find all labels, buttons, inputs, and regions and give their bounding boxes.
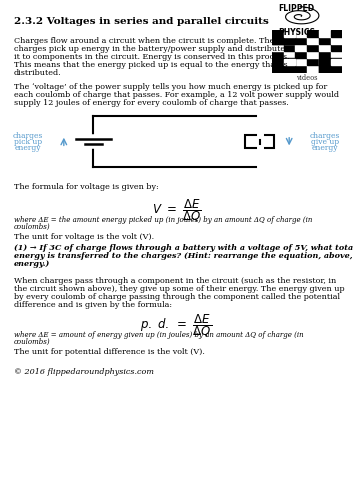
Bar bbox=[331, 59, 342, 66]
Bar bbox=[283, 37, 295, 44]
Bar bbox=[272, 58, 283, 66]
Text: 2.3.2 Voltages in series and parallel circuits: 2.3.2 Voltages in series and parallel ci… bbox=[14, 18, 269, 26]
Bar bbox=[331, 66, 342, 72]
Text: energy: energy bbox=[15, 144, 42, 152]
Text: where ΔE = amount of energy given up (in joules) by an amount ΔQ of charge (in: where ΔE = amount of energy given up (in… bbox=[14, 331, 304, 339]
Bar bbox=[331, 37, 342, 44]
Bar bbox=[245, 136, 274, 147]
Text: When charges pass through a component in the circuit (such as the resistor, in: When charges pass through a component in… bbox=[14, 277, 336, 285]
Bar bbox=[272, 44, 283, 52]
Bar bbox=[319, 37, 331, 44]
Text: videos: videos bbox=[297, 74, 318, 82]
Text: charges: charges bbox=[13, 132, 43, 140]
Bar bbox=[319, 30, 331, 37]
Bar bbox=[283, 66, 295, 72]
Bar bbox=[295, 58, 307, 66]
Bar bbox=[272, 30, 283, 37]
Text: PHYSICS: PHYSICS bbox=[278, 28, 315, 37]
Text: The unit for potential difference is the volt (V).: The unit for potential difference is the… bbox=[14, 348, 205, 356]
Bar bbox=[272, 30, 295, 44]
Text: pick up: pick up bbox=[14, 138, 42, 146]
Text: by every coulomb of charge passing through the component called the potential: by every coulomb of charge passing throu… bbox=[14, 293, 340, 301]
Text: The ‘voltage’ of the power supply tells you how much energy is picked up for: The ‘voltage’ of the power supply tells … bbox=[14, 82, 327, 90]
Bar bbox=[319, 52, 331, 59]
Text: difference and is given by the formula:: difference and is given by the formula: bbox=[14, 301, 172, 309]
Bar bbox=[331, 44, 342, 52]
Text: charges: charges bbox=[310, 132, 340, 140]
Text: supply 12 joules of energy for every coulomb of charge that passes.: supply 12 joules of energy for every cou… bbox=[14, 98, 289, 106]
Bar bbox=[319, 44, 331, 52]
Bar bbox=[319, 58, 342, 72]
Bar bbox=[331, 30, 342, 37]
Bar bbox=[295, 66, 307, 72]
Bar bbox=[283, 59, 295, 66]
Text: charges pick up energy in the battery/power supply and distribute: charges pick up energy in the battery/po… bbox=[14, 44, 285, 52]
Bar bbox=[272, 58, 295, 72]
Bar bbox=[307, 37, 319, 44]
Text: energy is transferred to the charges? (Hint: rearrange the equation, above, to g: energy is transferred to the charges? (H… bbox=[14, 252, 353, 260]
Bar bbox=[319, 66, 331, 72]
Bar bbox=[295, 52, 307, 59]
Text: $V\ =\ \dfrac{\Delta E}{\Delta Q}$: $V\ =\ \dfrac{\Delta E}{\Delta Q}$ bbox=[152, 197, 201, 224]
Bar bbox=[307, 52, 319, 59]
Bar bbox=[283, 30, 295, 37]
Text: energy.): energy.) bbox=[14, 260, 50, 268]
Text: where ΔE = the amount energy picked up (in joules) by an amount ΔQ of charge (in: where ΔE = the amount energy picked up (… bbox=[14, 216, 312, 224]
Bar bbox=[331, 52, 342, 59]
Text: it to components in the circuit. Energy is conserved in this process.: it to components in the circuit. Energy … bbox=[14, 52, 289, 60]
Text: distributed.: distributed. bbox=[14, 68, 62, 76]
Bar bbox=[319, 58, 331, 66]
Bar bbox=[272, 52, 283, 59]
Bar bbox=[295, 37, 307, 44]
Bar bbox=[331, 58, 342, 66]
Bar bbox=[272, 37, 283, 44]
Text: Charges flow around a circuit when the circuit is complete. The: Charges flow around a circuit when the c… bbox=[14, 36, 275, 44]
Text: coulombs): coulombs) bbox=[14, 338, 51, 346]
Bar bbox=[283, 30, 295, 37]
Bar bbox=[307, 44, 319, 52]
Text: each coulomb of charge that passes. For example, a 12 volt power supply would: each coulomb of charge that passes. For … bbox=[14, 90, 339, 98]
Bar bbox=[295, 44, 307, 52]
Bar bbox=[307, 30, 319, 37]
Bar bbox=[283, 52, 295, 59]
Text: energy: energy bbox=[311, 144, 338, 152]
Bar bbox=[283, 58, 295, 66]
Text: FLIPPED: FLIPPED bbox=[279, 4, 315, 13]
Text: (1) → If 3C of charge flows through a battery with a voltage of 5V, what total: (1) → If 3C of charge flows through a ba… bbox=[14, 244, 353, 252]
Bar bbox=[272, 66, 283, 72]
Bar bbox=[307, 66, 319, 72]
Text: coulombs): coulombs) bbox=[14, 223, 51, 231]
Bar bbox=[295, 30, 307, 37]
Text: This means that the energy picked up is equal to the energy that is: This means that the energy picked up is … bbox=[14, 60, 288, 68]
Text: the circuit shown above), they give up some of their energy. The energy given up: the circuit shown above), they give up s… bbox=[14, 285, 345, 293]
Text: © 2016 flippedaroundphysics.com: © 2016 flippedaroundphysics.com bbox=[14, 368, 154, 376]
Text: give up: give up bbox=[311, 138, 339, 146]
Text: The formula for voltage is given by:: The formula for voltage is given by: bbox=[14, 183, 159, 191]
Text: The unit for voltage is the volt (V).: The unit for voltage is the volt (V). bbox=[14, 234, 154, 241]
Bar bbox=[283, 44, 295, 52]
Text: $p.\ d.\ =\ \dfrac{\Delta E}{\Delta Q}$: $p.\ d.\ =\ \dfrac{\Delta E}{\Delta Q}$ bbox=[140, 312, 213, 338]
Bar bbox=[307, 58, 319, 66]
